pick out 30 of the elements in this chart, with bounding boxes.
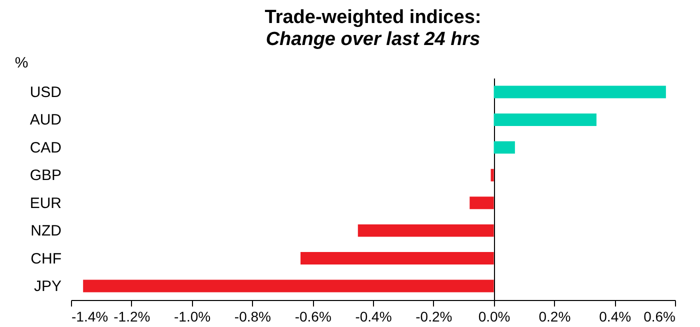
y-tick-label: EUR — [30, 194, 62, 212]
x-tick-label: 0.0% — [478, 308, 510, 324]
bar — [494, 141, 515, 154]
y-tick-label: AUD — [30, 112, 62, 129]
y-tick-label: CAD — [30, 139, 62, 156]
bar — [470, 196, 494, 210]
bar — [358, 224, 494, 237]
chart-subtitle: Change over last 24 hrs — [266, 29, 480, 50]
y-tick-label: JPY — [34, 278, 62, 296]
y-tick-label: NZD — [30, 222, 62, 240]
y-tick-label: CHF — [30, 250, 62, 268]
bar — [300, 252, 494, 265]
x-tick-label: -0.4% — [355, 308, 392, 324]
x-tick-label: 0.6% — [644, 308, 676, 324]
bar — [494, 113, 596, 126]
y-tick-label: GBP — [30, 167, 62, 184]
bar — [490, 168, 494, 182]
bar — [494, 86, 666, 98]
bar — [83, 280, 494, 292]
x-tick-label: 0.2% — [538, 308, 571, 324]
x-tick-label: -0.6% — [294, 308, 332, 324]
x-tick-label: -1.2% — [114, 308, 150, 324]
x-tick-label: -0.2% — [416, 308, 452, 324]
y-axis-title: % — [14, 54, 28, 72]
x-tick-label: 0.4% — [599, 308, 632, 324]
x-tick-label: -1.0% — [174, 308, 211, 324]
x-tick-label: -0.8% — [234, 308, 271, 324]
y-tick-label: USD — [30, 84, 62, 101]
x-tick-label: -1.4% — [72, 308, 108, 324]
chart-title: Trade-weighted indices: — [264, 7, 482, 28]
